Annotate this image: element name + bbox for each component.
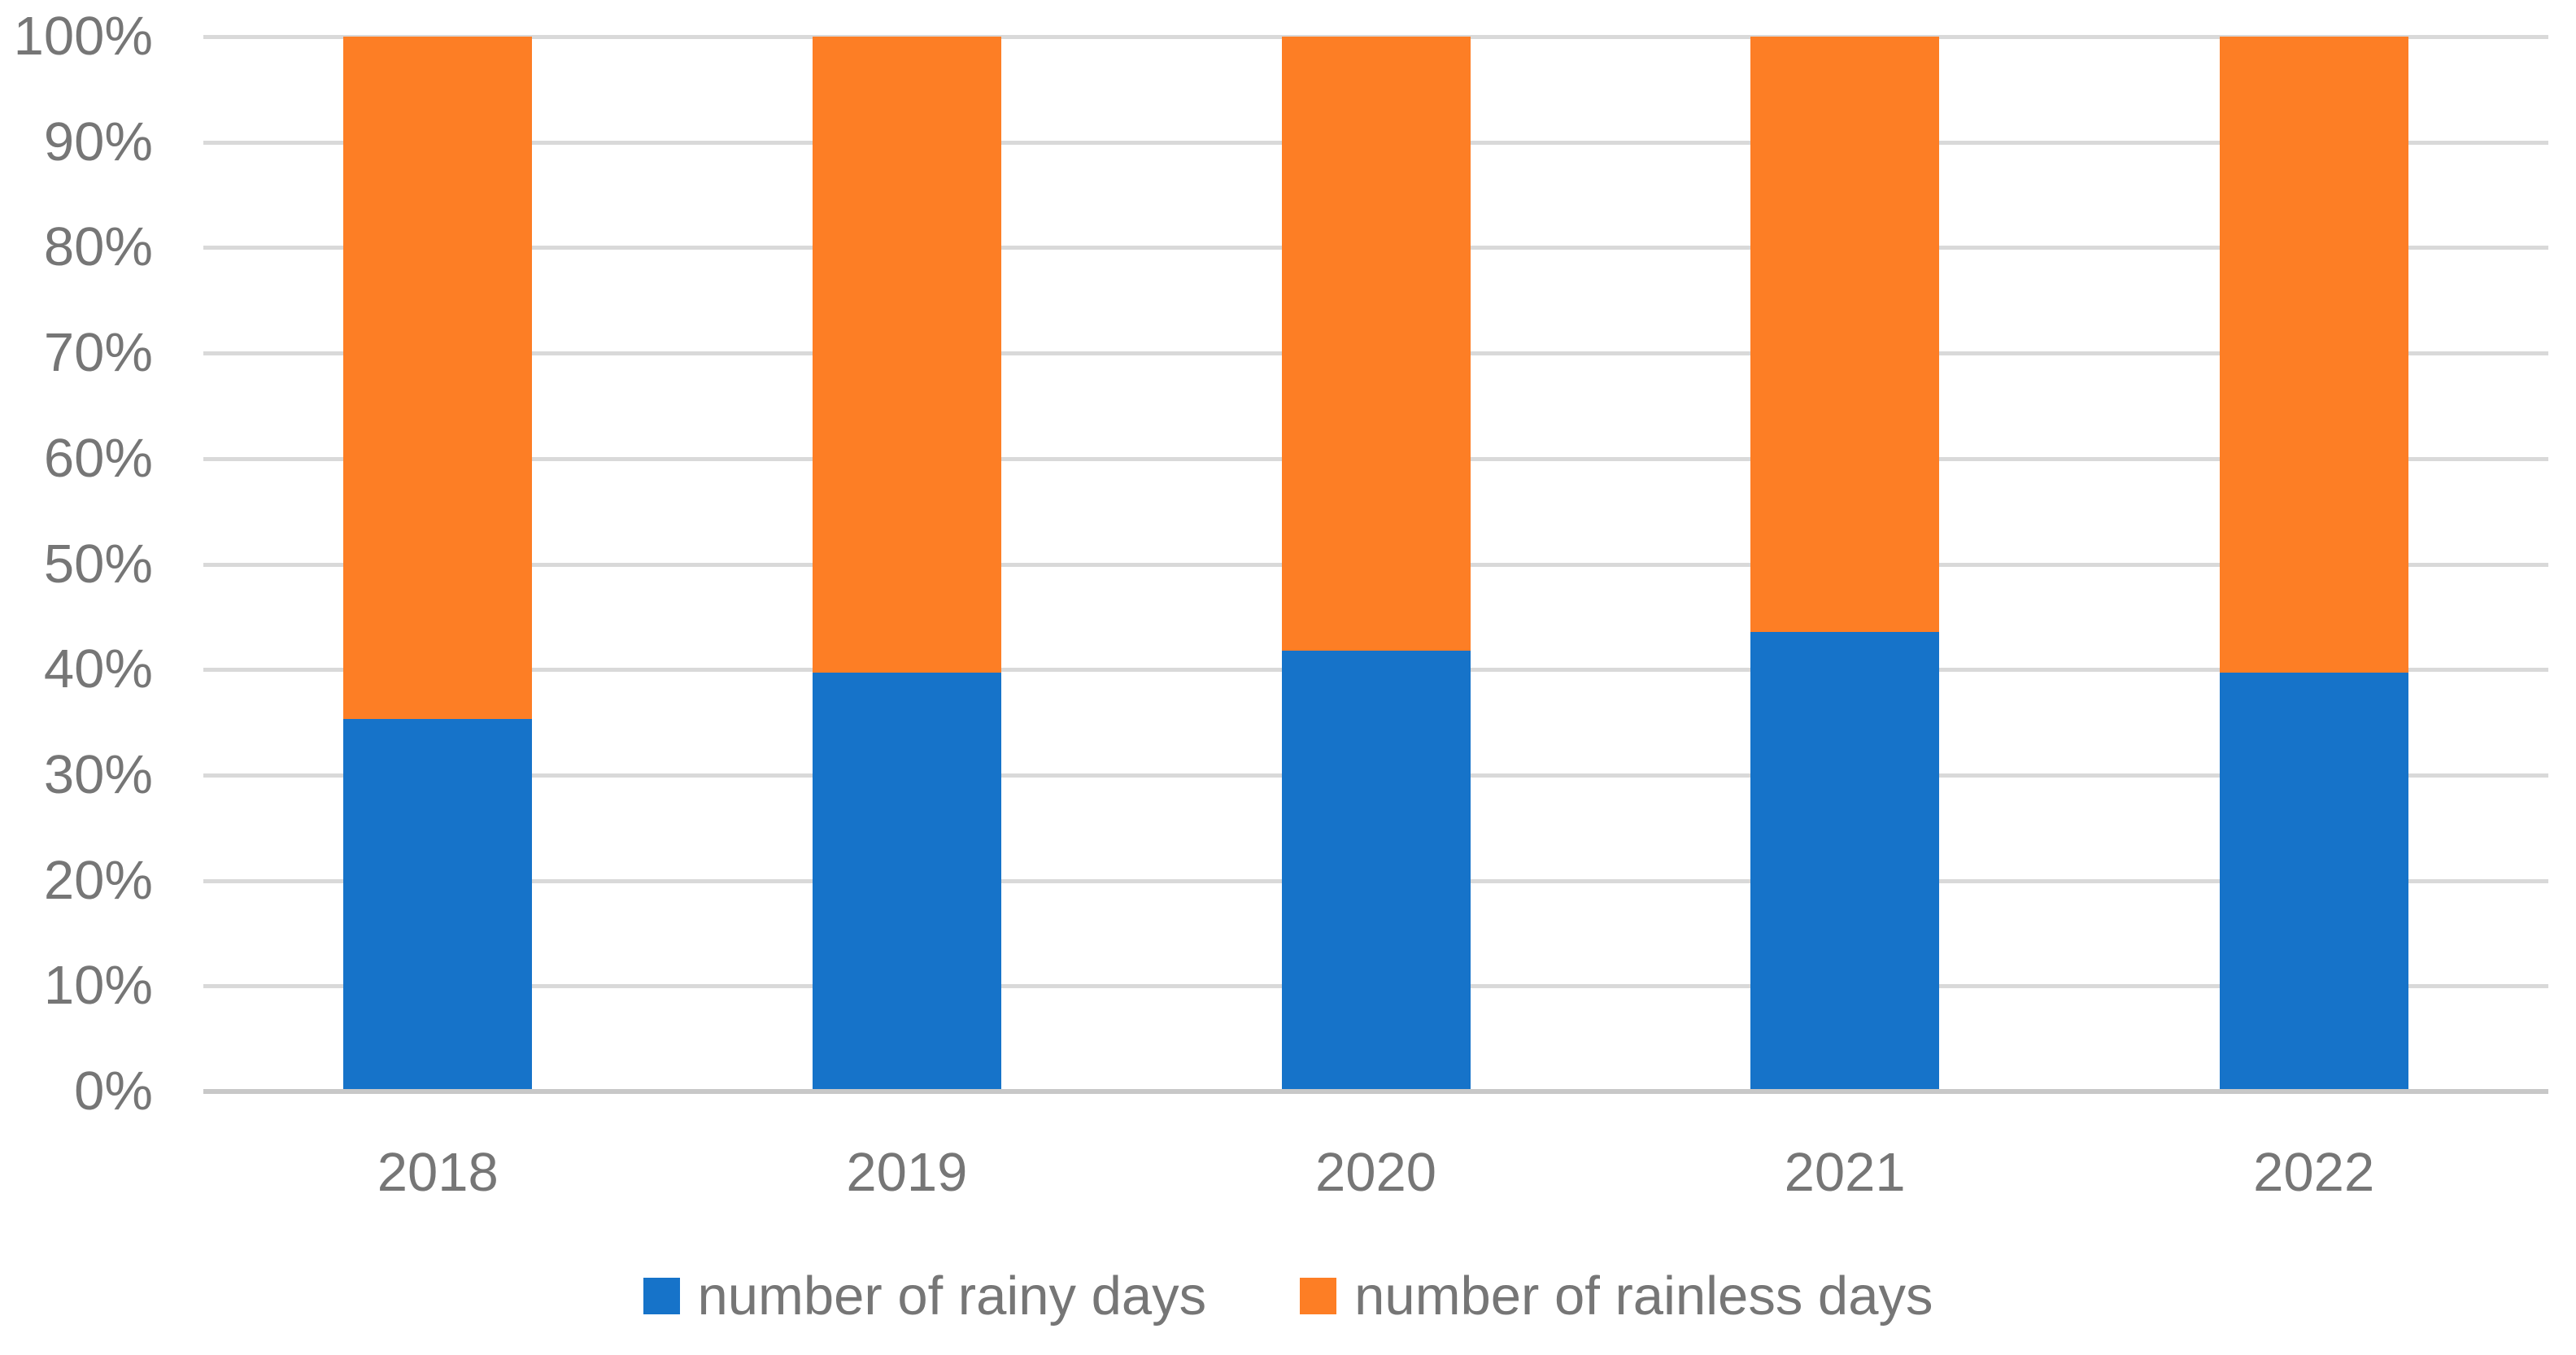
bar-2022-rainless-segment [2219, 37, 2408, 673]
y-axis: 0% 10% 20% 30% 40% 50% 60% 70% 80% 90% 100% [0, 9, 153, 1119]
y-tick-label-70: 70% [43, 322, 153, 384]
legend-entry-rainless: number of rainless days [1300, 1269, 1933, 1323]
bar-2019-rainy-segment [812, 673, 1001, 1091]
bar-2020 [1281, 37, 1471, 1091]
y-tick-label-60: 60% [43, 427, 153, 489]
y-tick-label-40: 40% [43, 638, 153, 700]
y-tick-label-50: 50% [43, 533, 153, 595]
x-tick-label-2021: 2021 [1784, 1142, 1906, 1203]
bar-2020-rainy-segment [1281, 650, 1471, 1091]
y-tick-label-90: 90% [43, 111, 153, 172]
bar-2019-rainless-segment [812, 37, 1001, 673]
bar-2021-rainless-segment [1750, 37, 1940, 632]
legend-label-rainless: number of rainless days [1354, 1266, 1933, 1327]
bar-2021 [1750, 37, 1940, 1091]
legend-label-rainy: number of rainy days [697, 1266, 1207, 1327]
x-tick-label-2022: 2022 [2253, 1142, 2375, 1203]
x-axis-line [203, 1089, 2548, 1094]
y-tick-label-30: 30% [43, 743, 153, 805]
y-tick-label-80: 80% [43, 216, 153, 278]
legend-swatch-rainless-icon [1300, 1278, 1337, 1314]
x-tick-label-2020: 2020 [1314, 1142, 1437, 1203]
legend: number of rainy days number of rainless … [0, 1269, 2576, 1323]
bar-2019 [812, 37, 1001, 1091]
x-tick-label-2019: 2019 [846, 1142, 968, 1203]
x-axis: 2018 2019 2020 2021 2022 [203, 1145, 2548, 1210]
bar-2022-rainy-segment [2219, 673, 2408, 1091]
bar-2018-rainless-segment [343, 37, 533, 720]
y-tick-label-0: 0% [74, 1061, 153, 1122]
legend-entry-rainy: number of rainy days [643, 1266, 1207, 1327]
y-tick-label-20: 20% [43, 849, 153, 911]
bar-2018 [343, 37, 533, 1091]
bar-2018-rainy-segment [343, 719, 533, 1091]
bar-2022 [2219, 37, 2408, 1091]
x-tick-label-2018: 2018 [377, 1142, 499, 1203]
bar-2021-rainy-segment [1750, 631, 1940, 1091]
y-tick-label-100: 100% [13, 6, 153, 67]
bar-2020-rainless-segment [1281, 37, 1471, 651]
legend-swatch-rainy-icon [643, 1278, 680, 1314]
y-tick-label-10: 10% [43, 955, 153, 1017]
plot-area [203, 35, 2548, 1094]
